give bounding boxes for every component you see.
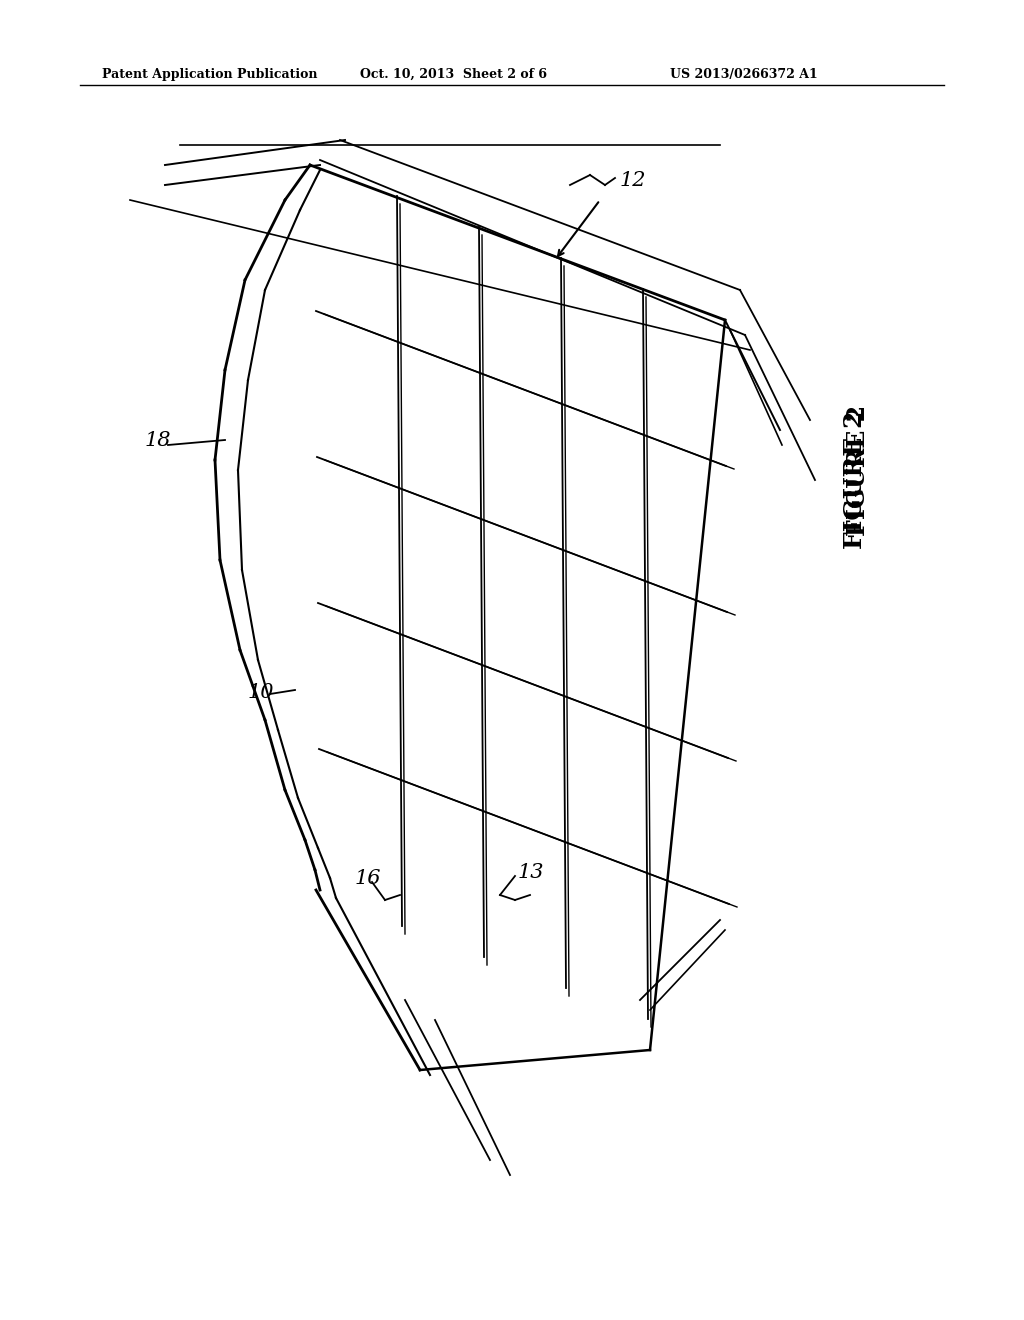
Text: FIGURE 2: FIGURE 2 [846,404,870,536]
Text: 12: 12 [620,170,646,190]
Text: 16: 16 [355,869,382,887]
Text: US 2013/0266372 A1: US 2013/0266372 A1 [670,69,818,81]
Text: Oct. 10, 2013  Sheet 2 of 6: Oct. 10, 2013 Sheet 2 of 6 [360,69,547,81]
Text: FIGURE 2: FIGURE 2 [843,411,867,549]
Text: 10: 10 [248,682,274,701]
Text: 18: 18 [145,430,171,450]
Text: 13: 13 [518,863,545,883]
Text: Patent Application Publication: Patent Application Publication [102,69,317,81]
